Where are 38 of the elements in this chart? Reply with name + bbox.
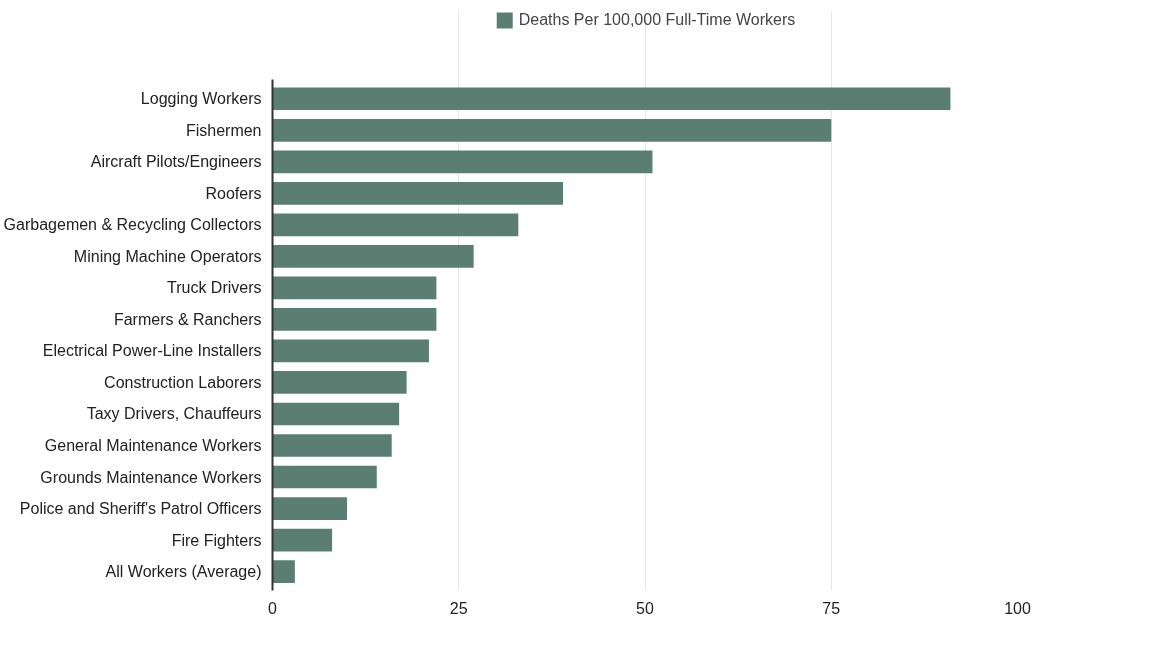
y-tick-label: Farmers & Ranchers bbox=[113, 310, 262, 328]
bar bbox=[272, 465, 377, 489]
y-tick-label: Construction Laborers bbox=[104, 373, 262, 391]
y-tick-label: Logging Workers bbox=[140, 90, 262, 108]
legend-label: Deaths Per 100,000 Full-Time Workers bbox=[518, 11, 796, 29]
x-tick-label: 75 bbox=[822, 599, 841, 617]
bar bbox=[272, 213, 519, 237]
y-tick-label: Fire Fighters bbox=[171, 531, 262, 549]
y-tick-label: Electrical Power-Line Installers bbox=[42, 342, 262, 360]
bar bbox=[272, 308, 437, 331]
y-tick-label: Fishermen bbox=[185, 121, 262, 139]
y-tick-label: General Maintenance Workers bbox=[44, 437, 262, 454]
x-tick-label: 25 bbox=[449, 599, 468, 617]
bar bbox=[272, 118, 832, 142]
bar bbox=[272, 276, 437, 300]
bar bbox=[272, 497, 347, 520]
y-tick-label: Roofers bbox=[205, 184, 262, 202]
x-tick-label: 100 bbox=[1004, 599, 1031, 617]
bar bbox=[272, 339, 429, 363]
y-tick-label: Truck Drivers bbox=[166, 279, 262, 297]
bar bbox=[272, 150, 653, 174]
y-tick-label: Mining Machine Operators bbox=[73, 247, 262, 265]
y-tick-label: Taxy Drivers, Chauffeurs bbox=[86, 405, 262, 423]
bar bbox=[272, 528, 333, 552]
y-tick-label: Police and Sheriff's Patrol Officers bbox=[19, 500, 262, 518]
y-tick-label: Aircraft Pilots/Engineers bbox=[90, 153, 262, 171]
y-tick-label: All Workers (Average) bbox=[105, 563, 262, 581]
y-tick-label: Garbagemen & Recycling Collectors bbox=[3, 216, 262, 234]
y-tick-label: Grounds Maintenance Workers bbox=[40, 468, 262, 486]
x-tick-label: 0 bbox=[268, 599, 278, 617]
x-tick-label: 50 bbox=[636, 599, 654, 617]
bar bbox=[272, 560, 295, 583]
bar bbox=[272, 402, 400, 426]
bar bbox=[272, 371, 407, 394]
bar bbox=[272, 87, 951, 111]
bar bbox=[272, 434, 392, 457]
bar bbox=[272, 181, 564, 205]
bar bbox=[272, 245, 474, 268]
